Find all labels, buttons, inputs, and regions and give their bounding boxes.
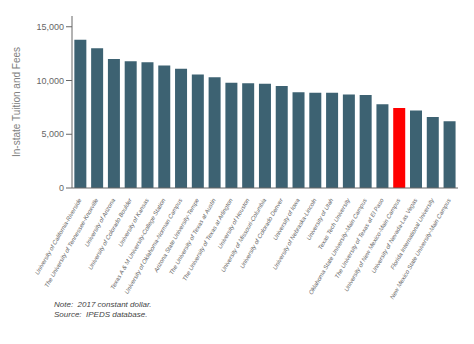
svg-text:0: 0 xyxy=(59,183,64,193)
svg-text:The University of Tennessee-Kn: The University of Tennessee-Knoxville xyxy=(43,197,100,289)
svg-text:10,000: 10,000 xyxy=(36,76,64,86)
svg-text:University of Iowa: University of Iowa xyxy=(271,197,301,242)
svg-text:Texas Tech University: Texas Tech University xyxy=(316,197,352,251)
svg-text:University of Nebraska-Lincoln: University of Nebraska-Lincoln xyxy=(271,197,318,271)
svg-text:Florida International Universi: Florida International University xyxy=(389,197,436,271)
svg-text:The University of Texas at Aus: The University of Texas at Austin xyxy=(168,197,217,276)
svg-text:The University of Texas at Arl: The University of Texas at Arlington xyxy=(181,197,234,282)
svg-text:University of Nevada-Las Vegas: University of Nevada-Las Vegas xyxy=(370,197,419,275)
svg-text:In-state Tuition and Fees: In-state Tuition and Fees xyxy=(11,47,22,157)
svg-text:Arizona State University-Tempe: Arizona State University-Tempe xyxy=(152,197,201,274)
svg-text:5,000: 5,000 xyxy=(41,129,64,139)
svg-text:University of Arizona: University of Arizona xyxy=(84,197,117,248)
svg-text:Oklahoma State University-Main: Oklahoma State University-Main Campus xyxy=(308,197,368,295)
svg-text:The University of Texas at El: The University of Texas at El Paso xyxy=(333,197,385,280)
svg-text:University of Houston: University of Houston xyxy=(217,197,251,250)
svg-text:University of Oklahoma-Norman: University of Oklahoma-Norman Campus xyxy=(123,197,183,295)
svg-text:University of Missouri-Columbi: University of Missouri-Columbia xyxy=(219,197,268,274)
svg-text:University of Colorado Denver: University of Colorado Denver xyxy=(238,197,284,270)
svg-text:University of California-River: University of California-Riverside xyxy=(33,197,83,276)
svg-text:15,000: 15,000 xyxy=(36,22,64,32)
html-text:Note: 2017 constant dollar. So: Note: 2017 constant dollar. Source: IPED… xyxy=(54,300,152,319)
svg-text:University of New Mexico-Main: University of New Mexico-Main Campus xyxy=(343,197,401,292)
svg-text:Texas A & M University-College: Texas A & M University-College Station xyxy=(109,197,167,291)
svg-text:University of Colorado Boulder: University of Colorado Boulder xyxy=(87,197,133,271)
svg-text:University of Kansas: University of Kansas xyxy=(117,197,150,247)
svg-text:University of Utah: University of Utah xyxy=(305,197,335,242)
svg-text:New Mexico State University-Ma: New Mexico State University-Main Campus xyxy=(389,197,452,300)
